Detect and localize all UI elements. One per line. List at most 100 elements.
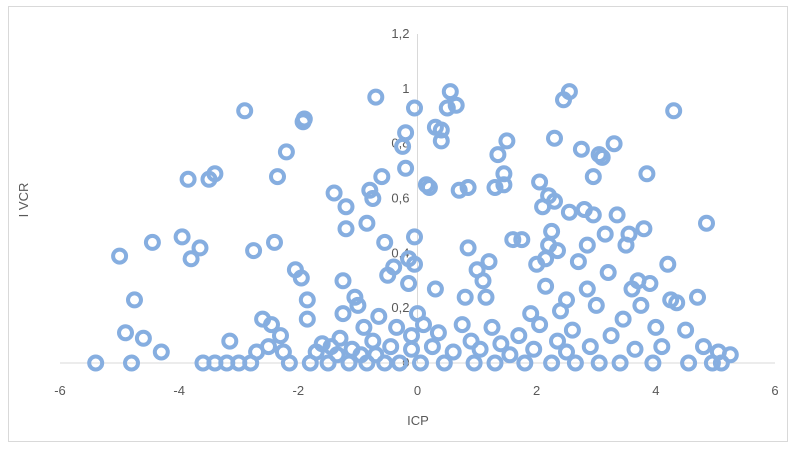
data-point bbox=[498, 132, 516, 150]
data-point bbox=[474, 272, 492, 290]
data-point bbox=[638, 165, 656, 183]
data-point bbox=[444, 343, 462, 361]
data-point bbox=[328, 346, 346, 364]
data-points bbox=[87, 83, 739, 372]
data-point bbox=[364, 332, 382, 350]
data-point bbox=[489, 146, 507, 164]
data-point bbox=[370, 307, 388, 325]
data-point bbox=[480, 253, 498, 271]
data-point bbox=[432, 121, 450, 139]
data-point bbox=[358, 354, 376, 372]
data-point bbox=[313, 335, 331, 353]
data-point bbox=[334, 305, 352, 323]
x-tick-label: 2 bbox=[533, 383, 540, 398]
data-point bbox=[596, 225, 614, 243]
data-point bbox=[653, 338, 671, 356]
data-point bbox=[349, 296, 367, 314]
y-tick-labels: 00,20,40,60,811,2 bbox=[391, 26, 409, 370]
data-point bbox=[522, 305, 540, 323]
data-point bbox=[531, 173, 549, 191]
data-point bbox=[501, 346, 519, 364]
data-point bbox=[680, 354, 698, 372]
data-point bbox=[325, 184, 343, 202]
data-point bbox=[626, 340, 644, 358]
data-point bbox=[382, 338, 400, 356]
data-point bbox=[376, 233, 394, 251]
data-point bbox=[549, 332, 566, 350]
data-point bbox=[712, 354, 730, 372]
data-point bbox=[236, 102, 254, 120]
data-point bbox=[635, 220, 653, 238]
data-point bbox=[495, 176, 513, 194]
data-point bbox=[677, 321, 695, 339]
x-axis-title: ICP bbox=[407, 413, 429, 428]
data-point bbox=[590, 354, 608, 372]
data-point bbox=[546, 129, 563, 147]
y-tick-label: 0,4 bbox=[391, 245, 409, 260]
data-point bbox=[245, 242, 263, 260]
data-point bbox=[420, 179, 438, 196]
x-tick-label: 4 bbox=[652, 383, 659, 398]
data-point bbox=[126, 291, 143, 309]
data-point bbox=[111, 247, 129, 265]
data-point bbox=[397, 124, 415, 142]
data-point bbox=[450, 181, 468, 199]
data-point bbox=[668, 294, 686, 312]
data-point bbox=[569, 253, 587, 271]
data-point bbox=[605, 135, 623, 153]
data-point bbox=[471, 340, 489, 358]
data-point bbox=[403, 340, 420, 358]
data-point bbox=[602, 327, 620, 345]
data-point bbox=[641, 275, 659, 292]
y-tick-label: 0,2 bbox=[391, 300, 409, 315]
data-point bbox=[546, 192, 563, 210]
data-point bbox=[397, 159, 415, 177]
data-point bbox=[516, 354, 534, 372]
data-point bbox=[486, 354, 504, 372]
data-point bbox=[367, 346, 385, 364]
data-point bbox=[423, 338, 441, 356]
data-point bbox=[492, 335, 510, 353]
data-point bbox=[543, 222, 561, 240]
y-tick-label: 1,2 bbox=[391, 26, 409, 41]
data-point bbox=[123, 354, 140, 372]
data-point bbox=[549, 242, 566, 260]
data-point bbox=[367, 88, 385, 106]
data-point bbox=[364, 190, 382, 207]
data-point bbox=[599, 264, 617, 281]
data-point bbox=[319, 354, 337, 372]
data-point bbox=[572, 140, 590, 158]
data-point bbox=[632, 296, 650, 314]
data-point bbox=[456, 288, 474, 306]
data-point bbox=[459, 179, 477, 196]
data-point bbox=[435, 354, 453, 372]
data-point bbox=[665, 102, 683, 120]
data-point bbox=[438, 99, 456, 117]
data-point bbox=[543, 354, 561, 372]
data-point bbox=[260, 338, 277, 356]
data-point bbox=[429, 324, 447, 342]
data-point bbox=[566, 354, 584, 372]
x-tick-labels: -6 -4 -2 0 2 4 6 bbox=[54, 383, 778, 398]
data-point bbox=[134, 329, 152, 347]
data-point bbox=[191, 239, 209, 257]
data-point bbox=[525, 340, 543, 358]
data-point bbox=[361, 181, 379, 199]
data-point bbox=[486, 179, 504, 196]
data-point bbox=[504, 231, 522, 249]
data-point bbox=[608, 206, 626, 224]
data-point bbox=[560, 203, 578, 221]
x-tick-label: -6 bbox=[54, 383, 66, 398]
data-point bbox=[415, 316, 432, 334]
data-point bbox=[477, 288, 495, 306]
y-axis-title: I VCR bbox=[16, 183, 31, 218]
data-point bbox=[406, 255, 423, 273]
data-point bbox=[269, 168, 286, 186]
data-point bbox=[593, 148, 611, 166]
data-point bbox=[558, 291, 575, 309]
data-point bbox=[280, 354, 298, 372]
data-point bbox=[331, 329, 349, 347]
data-point bbox=[447, 96, 465, 114]
data-point bbox=[513, 231, 531, 249]
data-point bbox=[587, 296, 605, 314]
